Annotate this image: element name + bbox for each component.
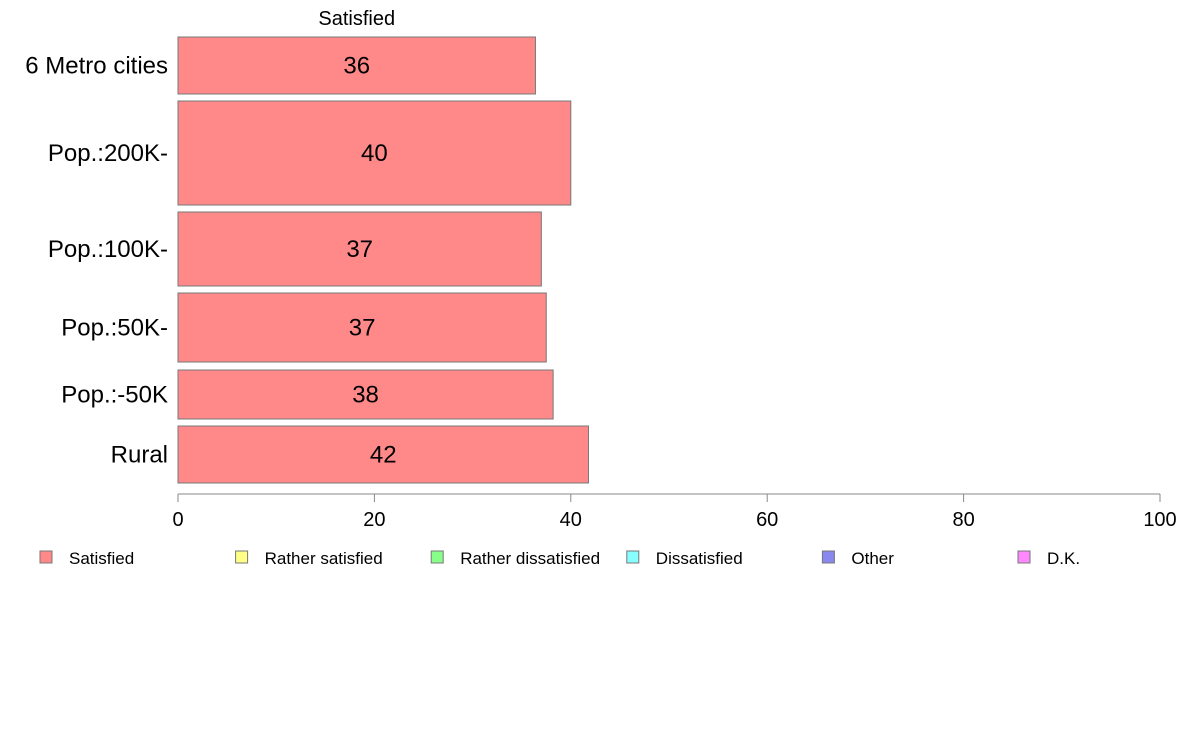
category-label: Pop.:100K- — [48, 236, 168, 263]
legend-swatch — [821, 550, 835, 564]
legend-swatch — [626, 550, 640, 564]
legend-swatch — [430, 550, 444, 564]
bar-value-label: 38 — [352, 382, 379, 409]
bar-value-label: 36 — [343, 53, 370, 80]
bar-value-label: 40 — [361, 140, 388, 167]
bar-value-label: 37 — [346, 236, 373, 263]
x-tick-label: 100 — [1143, 509, 1176, 531]
x-tick-label: 80 — [952, 509, 974, 531]
series-header: Satisfied — [318, 8, 395, 30]
x-tick-label: 40 — [560, 509, 582, 531]
legend-swatch — [39, 550, 53, 564]
legend-swatch — [235, 550, 249, 564]
legend-label: Other — [851, 549, 894, 568]
legend-label: Satisfied — [69, 549, 134, 568]
bar-value-label: 37 — [349, 315, 376, 342]
bar — [177, 292, 547, 363]
legend-label: Rather satisfied — [265, 549, 383, 568]
category-label: Pop.:-50K — [61, 382, 168, 409]
bar-value-label: 42 — [370, 442, 397, 469]
category-label: 6 Metro cities — [25, 53, 168, 80]
legend: Satisfied Rather satisfied Rather dissatis… — [39, 549, 1080, 568]
category-labels: 6 Metro cities Pop.:200K- Pop.:100K- Pop.:5… — [25, 53, 168, 469]
bars-group: 36 40 37 37 38 42 — [177, 36, 589, 484]
bar — [177, 211, 542, 287]
x-tick-label: 0 — [172, 509, 183, 531]
x-axis: 0 20 40 60 80 100 — [172, 493, 1177, 531]
legend-label: Dissatisfied — [656, 549, 743, 568]
legend-swatch — [1017, 550, 1031, 564]
bar — [177, 100, 572, 206]
bar — [177, 369, 554, 420]
x-tick-label: 60 — [756, 509, 778, 531]
category-label: Rural — [111, 442, 168, 469]
bar — [177, 36, 536, 95]
legend-label: Rather dissatisfied — [460, 549, 600, 568]
category-label: Pop.:200K- — [48, 140, 168, 167]
x-tick-label: 20 — [363, 509, 385, 531]
category-label: Pop.:50K- — [61, 315, 168, 342]
bar — [177, 425, 589, 484]
legend-label: D.K. — [1047, 549, 1080, 568]
